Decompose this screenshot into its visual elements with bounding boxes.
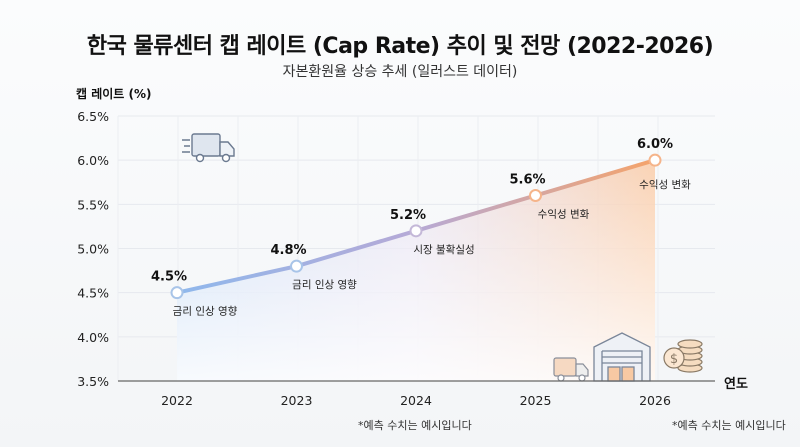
data-label: 4.5% bbox=[151, 270, 187, 285]
y-tick-label: 5.5% bbox=[77, 197, 109, 212]
data-point bbox=[409, 224, 423, 238]
chart-subtitle: 자본환원율 상승 추세 (일러스트 데이터) bbox=[282, 64, 518, 80]
x-axis-label: 연도 bbox=[724, 377, 748, 392]
y-tick-label: 6.0% bbox=[77, 153, 109, 168]
y-tick-label: 3.5% bbox=[77, 374, 109, 389]
chart-title: 한국 물류센터 캡 레이트 (Cap Rate) 추이 및 전망 (2022-2… bbox=[86, 34, 714, 59]
annotation-label: 금리 인상 영향 bbox=[173, 306, 238, 318]
delivery-truck-icon bbox=[182, 133, 235, 163]
warehouse-icon bbox=[593, 332, 651, 382]
x-tick-label: 2026 bbox=[639, 393, 671, 408]
x-tick-label: 2024 bbox=[400, 393, 432, 408]
data-label: 5.2% bbox=[390, 208, 426, 223]
y-tick-label: 6.5% bbox=[77, 109, 109, 124]
y-tick-label: 5.0% bbox=[77, 242, 109, 257]
x-tick-label: 2025 bbox=[520, 393, 552, 408]
y-axis-label: 캡 레이트 (%) bbox=[76, 87, 152, 101]
x-tick-label: 2023 bbox=[281, 393, 313, 408]
coins-icon: $ bbox=[663, 339, 703, 373]
footnote-right: *예측 수치는 예시입니다 bbox=[672, 419, 786, 432]
decorative-icons: $ bbox=[182, 133, 703, 382]
footnote-left: *예측 수치는 예시입니다 bbox=[358, 419, 472, 432]
svg-text:$: $ bbox=[670, 352, 678, 367]
y-tick-label: 4.0% bbox=[77, 330, 109, 345]
annotation-label: 시장 불확실성 bbox=[413, 243, 474, 256]
x-tick-label: 2022 bbox=[161, 393, 193, 408]
data-point bbox=[170, 286, 184, 300]
data-point bbox=[529, 189, 542, 202]
data-point bbox=[648, 153, 662, 167]
data-label: 5.6% bbox=[509, 173, 545, 188]
y-tick-label: 4.5% bbox=[77, 286, 109, 301]
data-point bbox=[290, 259, 303, 273]
data-label: 4.8% bbox=[270, 243, 306, 258]
delivery-truck-icon bbox=[553, 357, 589, 382]
annotation-label: 수익성 변화 bbox=[639, 179, 691, 191]
area-fade bbox=[177, 160, 655, 381]
annotation-label: 수익성 변화 bbox=[538, 209, 590, 221]
annotation-label: 금리 인상 영향 bbox=[292, 279, 357, 291]
data-label: 6.0% bbox=[637, 137, 673, 152]
